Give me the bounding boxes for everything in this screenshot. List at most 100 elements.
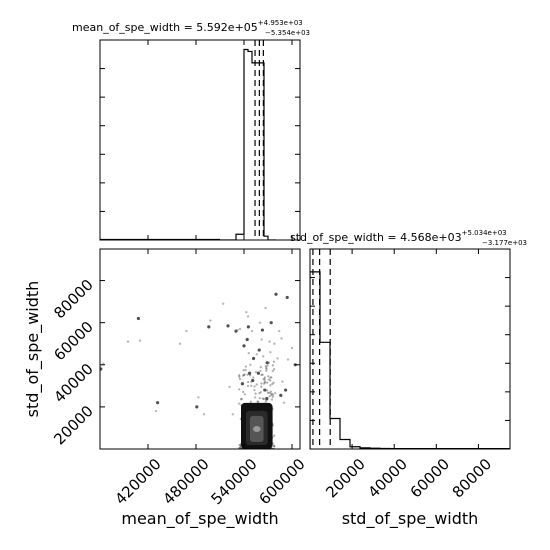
std-histogram-quantiles bbox=[312, 249, 331, 449]
scatter-y-tick-label: 60000 bbox=[50, 318, 96, 364]
scatter-point bbox=[250, 329, 254, 333]
std-histogram-title-lower: −3.177e+03 bbox=[482, 239, 527, 247]
scatter-point bbox=[247, 380, 250, 384]
scatter-point bbox=[265, 367, 268, 371]
scatter-point bbox=[269, 379, 272, 382]
scatter-point bbox=[254, 370, 258, 374]
scatter-point bbox=[252, 356, 256, 361]
scatter-point bbox=[242, 369, 245, 372]
scatter-y-tick-label: 80000 bbox=[50, 276, 96, 322]
scatter-point bbox=[255, 353, 258, 356]
scatter-point bbox=[100, 367, 103, 371]
scatter-point bbox=[262, 355, 265, 358]
scatter-point bbox=[271, 395, 274, 398]
scatter-point bbox=[268, 395, 271, 398]
scatter-point bbox=[246, 384, 250, 388]
std-histogram-steps bbox=[310, 271, 510, 449]
scatter-point bbox=[251, 378, 254, 381]
scatter-point bbox=[262, 378, 265, 381]
scatter-point bbox=[260, 373, 263, 377]
scatter-point bbox=[281, 380, 284, 383]
scatter-point bbox=[254, 392, 257, 395]
scatter-point bbox=[282, 401, 286, 404]
scatter-point bbox=[272, 360, 275, 363]
scatter-point bbox=[263, 380, 266, 383]
scatter-point bbox=[270, 392, 273, 395]
scatter-point bbox=[279, 393, 283, 397]
scatter-point bbox=[239, 398, 243, 401]
scatter-point bbox=[245, 310, 248, 314]
scatter-point bbox=[240, 382, 244, 386]
scatter-point bbox=[268, 391, 271, 394]
scatter-point bbox=[264, 365, 268, 368]
scatter-point bbox=[226, 324, 230, 328]
scatter-point bbox=[238, 402, 241, 405]
scatter-point bbox=[273, 445, 276, 448]
scatter-x-tick-label: 540000 bbox=[208, 455, 261, 508]
std-histogram-x-axis-label: std_of_spe_width bbox=[342, 509, 479, 529]
scatter-point bbox=[202, 413, 206, 416]
std-histogram-title: std_of_spe_width = 4.568e+03+5.034e+03 bbox=[290, 229, 507, 244]
scatter-point bbox=[259, 369, 262, 372]
scatter-point bbox=[231, 413, 234, 416]
scatter-point bbox=[260, 385, 263, 388]
scatter-point bbox=[251, 378, 255, 383]
mean-histogram-title-main: mean_of_spe_width = 5.592e+05 bbox=[72, 21, 258, 34]
scatter-point bbox=[238, 443, 241, 446]
scatter-point bbox=[286, 358, 290, 361]
scatter-point bbox=[238, 446, 241, 449]
scatter-point bbox=[246, 373, 249, 376]
scatter-point bbox=[257, 348, 261, 352]
scatter-point bbox=[270, 376, 273, 379]
scatter-point bbox=[209, 319, 212, 322]
scatter-point bbox=[284, 388, 288, 392]
scatter-point bbox=[138, 339, 142, 342]
scatter-point bbox=[236, 328, 239, 332]
scatter-point bbox=[263, 381, 266, 384]
scatter-point bbox=[258, 397, 262, 400]
std-histogram-x-tick-label: 40000 bbox=[364, 455, 410, 501]
scatter-point bbox=[262, 397, 266, 401]
scatter-point bbox=[263, 376, 266, 379]
mean-histogram-title-lower: −5.354e+03 bbox=[265, 29, 310, 37]
scatter-point bbox=[258, 321, 262, 324]
scatter-point bbox=[273, 434, 276, 437]
scatter-point bbox=[244, 368, 247, 372]
std-histogram-x-tick-label: 20000 bbox=[322, 455, 368, 501]
scatter-point bbox=[280, 337, 283, 340]
scatter-point bbox=[249, 400, 252, 403]
scatter-point bbox=[274, 292, 278, 296]
scatter-x-tick-label: 480000 bbox=[160, 455, 213, 508]
scatter-point bbox=[270, 393, 273, 396]
scatter-point bbox=[248, 371, 252, 375]
scatter-point bbox=[273, 342, 276, 345]
scatter-point bbox=[195, 405, 199, 409]
scatter-point bbox=[268, 340, 271, 343]
mean-histogram-title: mean_of_spe_width = 5.592e+05+4.953e+03 bbox=[72, 19, 303, 34]
scatter-point bbox=[266, 364, 269, 367]
density-core-peak bbox=[252, 425, 261, 432]
scatter-point bbox=[257, 400, 260, 403]
scatter-point bbox=[266, 389, 269, 392]
scatter-point bbox=[178, 342, 182, 345]
scatter-point bbox=[240, 397, 243, 400]
scatter-point bbox=[269, 321, 273, 325]
scatter-point bbox=[254, 396, 257, 399]
scatter-point bbox=[245, 337, 249, 342]
mean-histogram-ticks bbox=[100, 40, 300, 240]
scatter-point bbox=[260, 382, 263, 385]
scatter-point bbox=[197, 396, 200, 399]
scatter-point bbox=[207, 325, 211, 329]
scatter-point bbox=[222, 302, 225, 305]
scatter-point bbox=[272, 381, 275, 384]
scatter-point bbox=[270, 398, 274, 401]
scatter-point bbox=[259, 390, 262, 394]
scatter-point bbox=[253, 388, 256, 392]
scatter-point bbox=[244, 365, 247, 368]
scatter-point bbox=[262, 382, 266, 385]
scatter-ticks bbox=[100, 249, 300, 449]
scatter-x-axis-label: mean_of_spe_width bbox=[121, 509, 278, 529]
scatter-point bbox=[271, 393, 275, 396]
